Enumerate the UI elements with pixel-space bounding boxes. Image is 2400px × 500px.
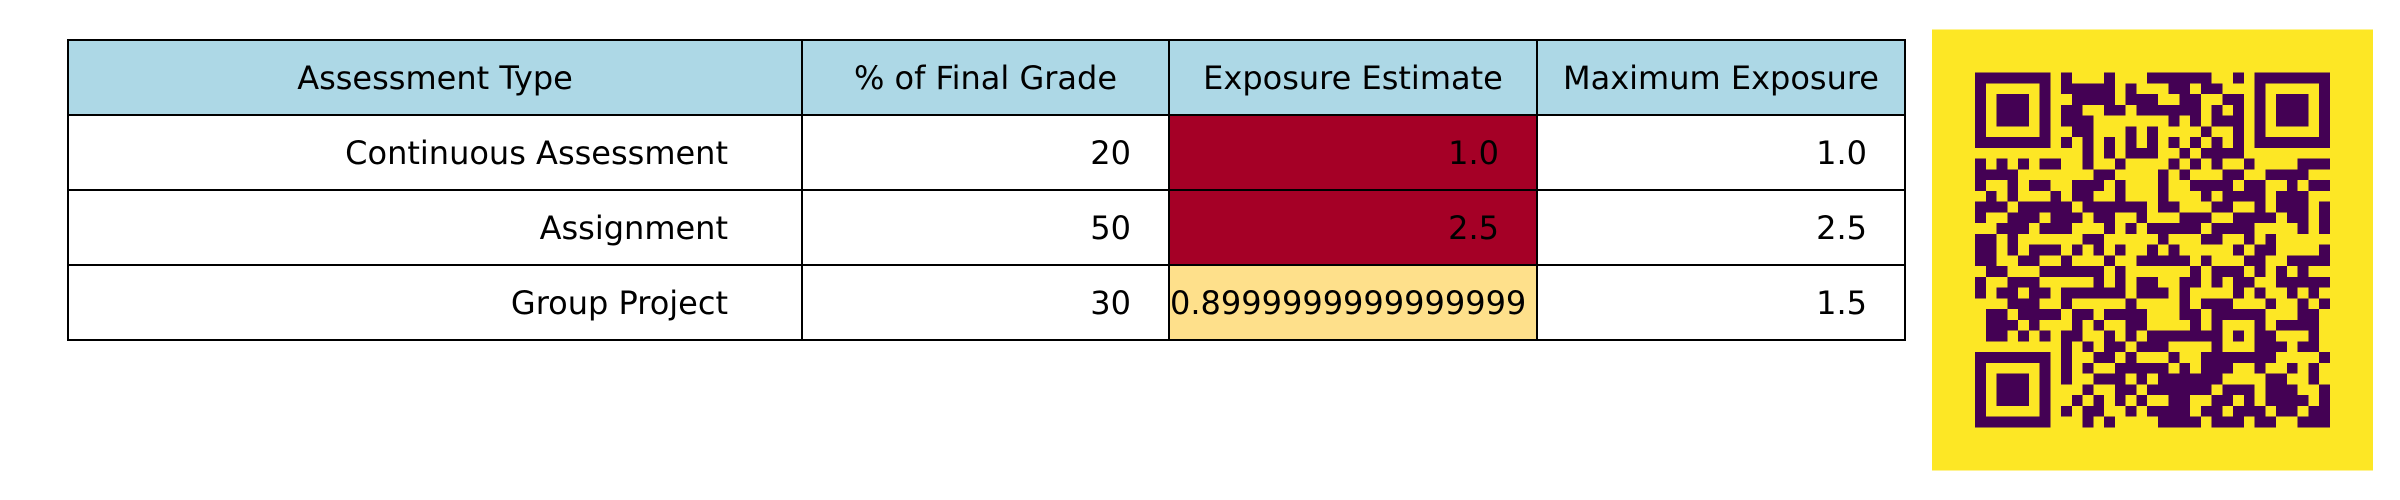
cell-exposure-estimate: 0.8999999999999999: [1168, 264, 1538, 341]
qr-code-panel: [1932, 29, 2373, 471]
grade-table: Assessment Type % of Final Grade Exposur…: [67, 39, 1906, 341]
header-assessment-type: Assessment Type: [67, 39, 803, 116]
table-row: Group Project 30 0.8999999999999999 1.5: [67, 264, 1906, 341]
header-maximum-exposure: Maximum Exposure: [1536, 39, 1906, 116]
table-row: Continuous Assessment 20 1.0 1.0: [67, 114, 1906, 191]
cell-percent-final-grade: 50: [801, 189, 1170, 266]
cell-maximum-exposure: 1.0: [1536, 114, 1906, 191]
header-row: Assessment Type % of Final Grade Exposur…: [67, 39, 1906, 116]
qr-modules: [1975, 72, 2330, 428]
cell-exposure-estimate: 2.5: [1168, 189, 1538, 266]
cell-assessment-type: Assignment: [67, 189, 803, 266]
cell-maximum-exposure: 2.5: [1536, 189, 1906, 266]
table-row: Assignment 50 2.5 2.5: [67, 189, 1906, 266]
header-exposure-estimate: Exposure Estimate: [1168, 39, 1538, 116]
cell-percent-final-grade: 30: [801, 264, 1170, 341]
cell-assessment-type: Group Project: [67, 264, 803, 341]
cell-percent-final-grade: 20: [801, 114, 1170, 191]
header-percent-final-grade: % of Final Grade: [801, 39, 1170, 116]
cell-maximum-exposure: 1.5: [1536, 264, 1906, 341]
cell-assessment-type: Continuous Assessment: [67, 114, 803, 191]
cell-exposure-estimate: 1.0: [1168, 114, 1538, 191]
qr-code-icon: [1932, 29, 2373, 471]
